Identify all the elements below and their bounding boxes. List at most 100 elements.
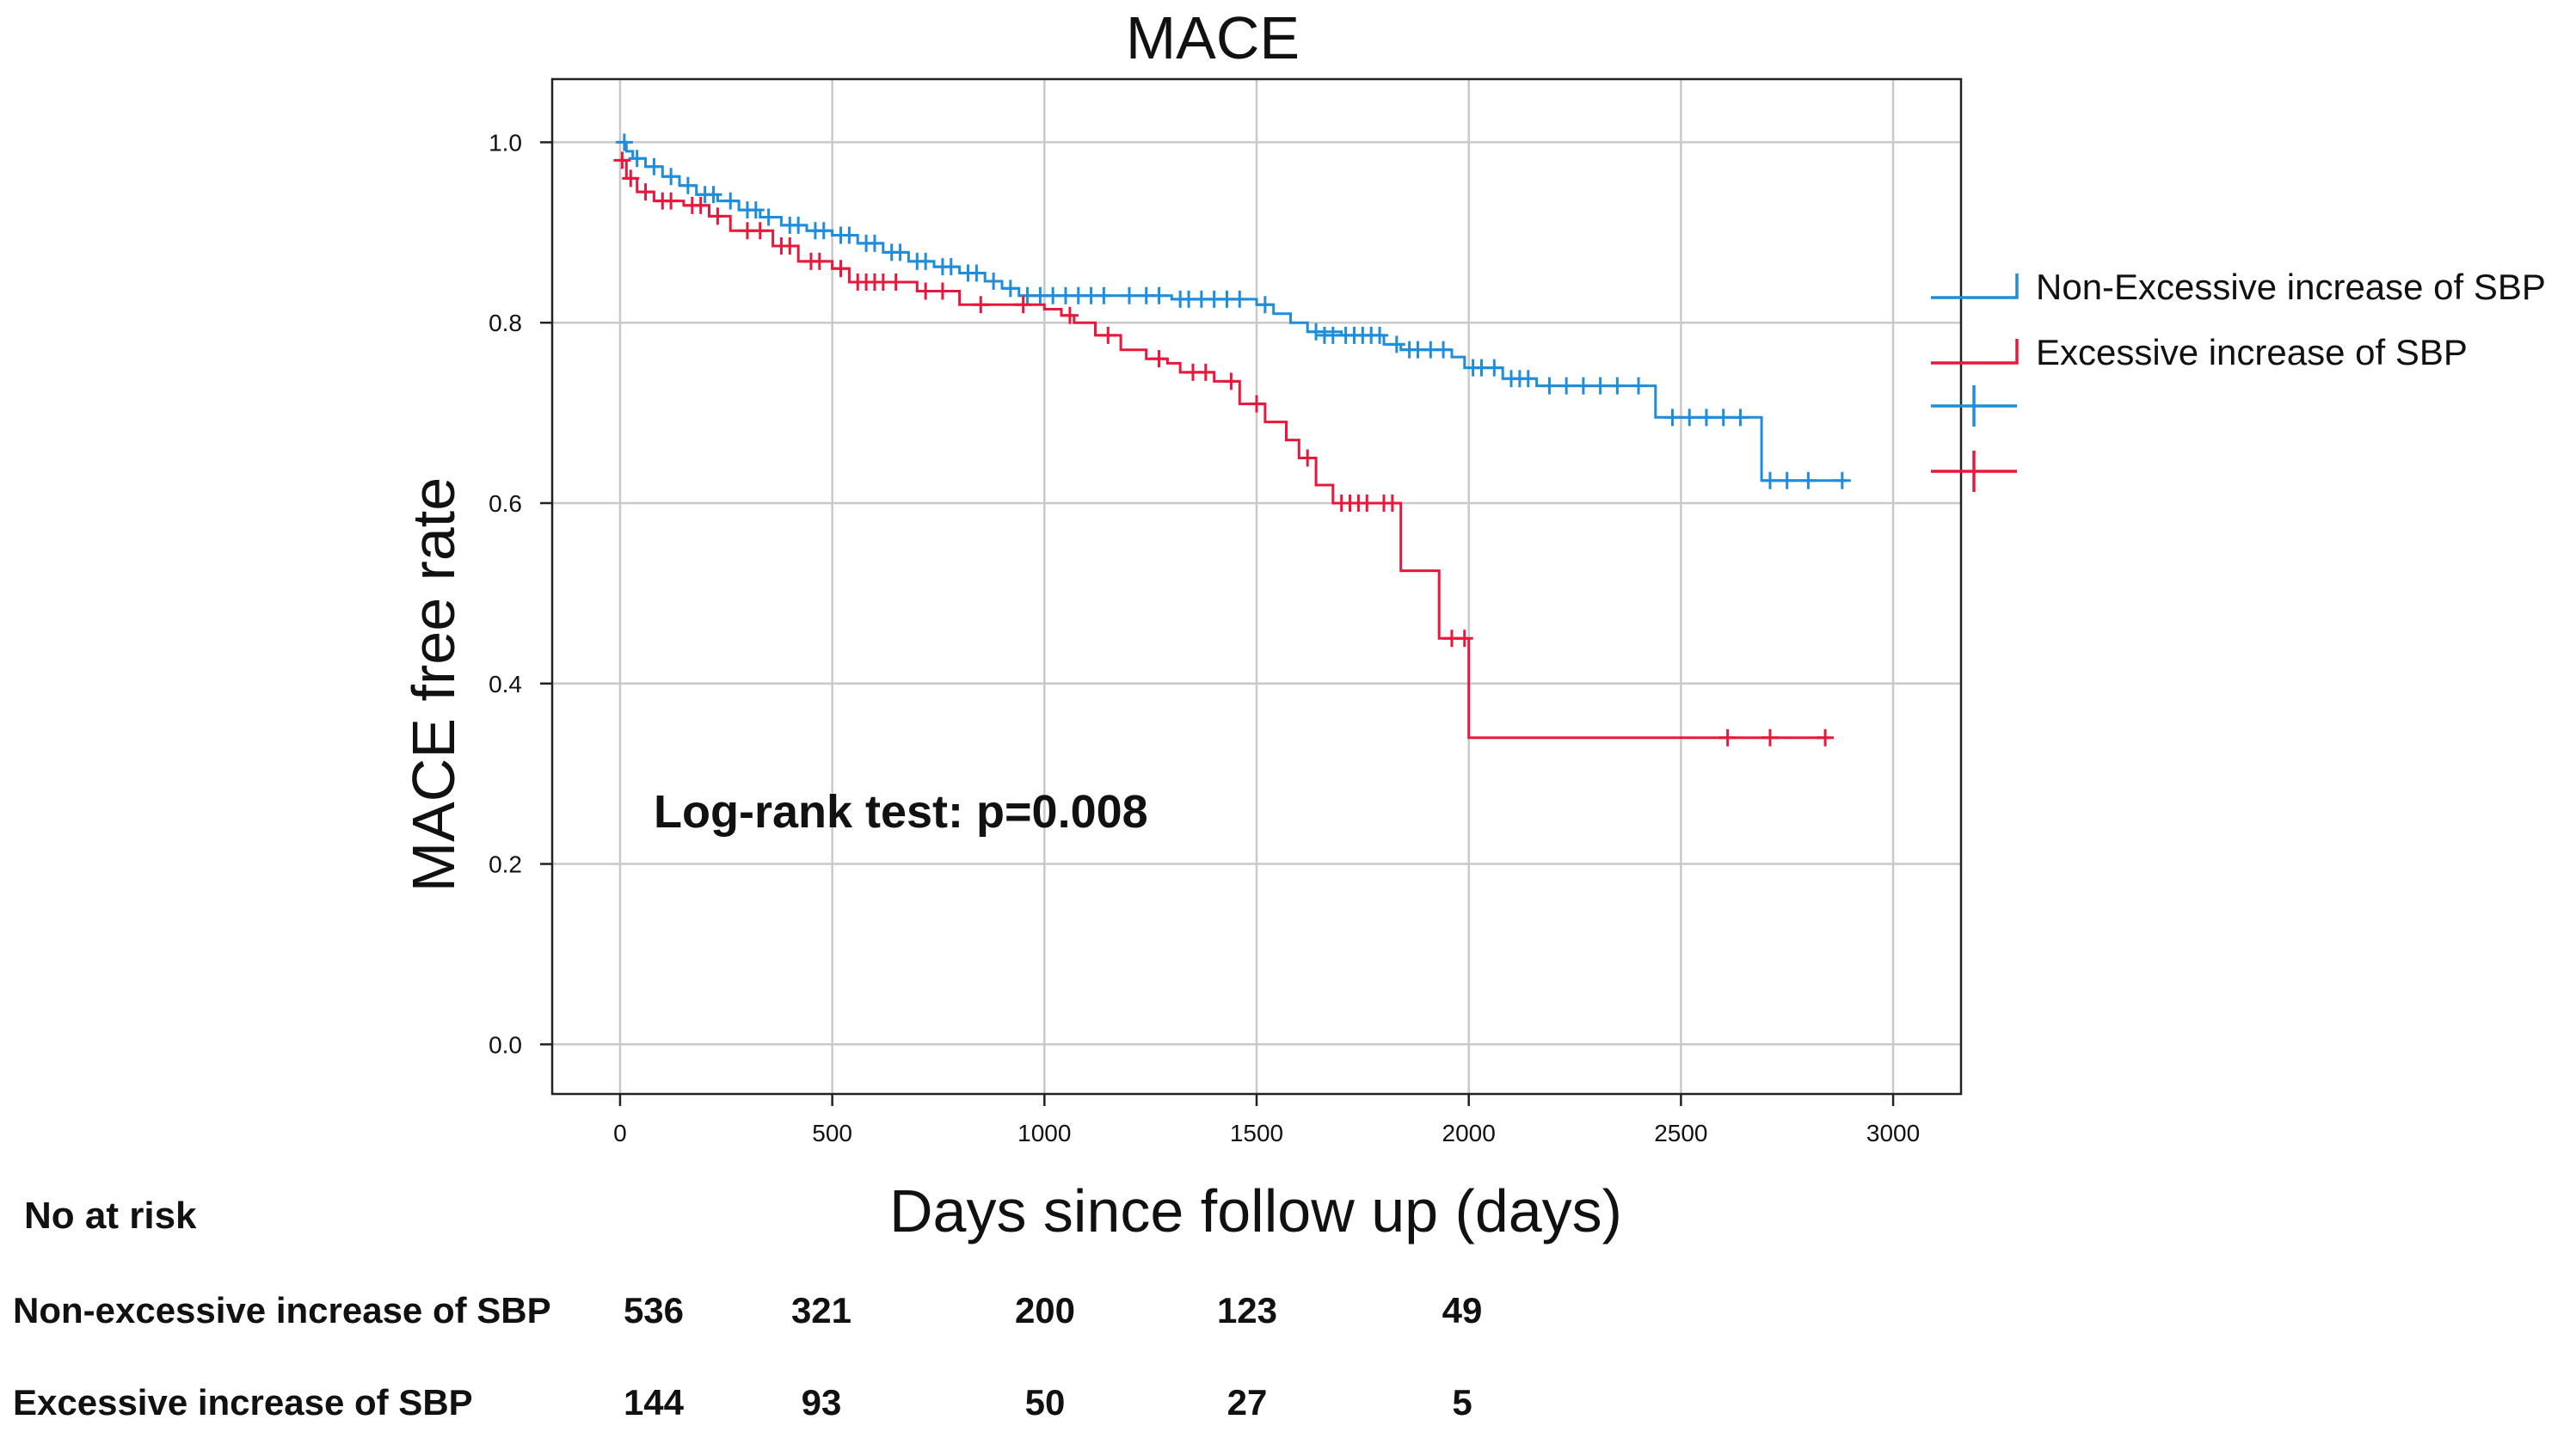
x-tick-label: 1500 — [1230, 1120, 1283, 1146]
censor-mark — [1799, 471, 1817, 489]
censor-mark — [1697, 409, 1715, 427]
censor-mark — [810, 252, 828, 270]
censor-mark — [815, 222, 833, 240]
risk-table-heading: No at risk — [24, 1195, 197, 1237]
legend-swatch-censor — [1931, 451, 2017, 492]
censor-mark — [972, 296, 990, 314]
legend-swatch-step — [1931, 339, 2019, 365]
censor-mark — [1778, 471, 1796, 489]
x-tick-label: 0 — [613, 1120, 627, 1146]
censor-mark — [759, 208, 778, 226]
censor-mark — [1435, 341, 1453, 359]
censor-mark — [790, 216, 808, 234]
y-tick-label: 0.4 — [489, 671, 522, 697]
axes: 0 500 1000 1500 2000 2500 3000 0.0 0.2 0.4 0.6 0.8 1… — [489, 129, 1920, 1146]
censor-mark — [1150, 286, 1168, 304]
risk-count: 49 — [1442, 1290, 1483, 1330]
risk-count: 200 — [1015, 1290, 1075, 1330]
legend-swatch-step — [1931, 273, 2019, 299]
censor-mark — [628, 150, 646, 168]
censor-mark — [1256, 296, 1274, 314]
censor-mark — [1371, 326, 1389, 344]
censor-mark — [722, 192, 740, 210]
censor-mark — [692, 196, 710, 214]
risk-count: 536 — [624, 1290, 684, 1330]
y-tick-label: 0.2 — [489, 851, 522, 878]
censor-mark — [1591, 377, 1609, 395]
y-tick-label: 1.0 — [489, 129, 522, 156]
y-tick-label: 0.8 — [489, 310, 522, 336]
risk-row-label: Non-excessive increase of SBP — [13, 1290, 551, 1330]
censor-mark — [662, 192, 680, 210]
censor-mark — [985, 272, 1003, 290]
risk-table: No at risk Non-excessive increase of SBP 5… — [13, 1195, 1482, 1423]
risk-row-label: Excessive increase of SBP — [13, 1382, 473, 1423]
censor-mark — [781, 237, 799, 255]
censor-mark — [1519, 370, 1537, 388]
chart-title: MACE — [1126, 4, 1300, 71]
censor-mark — [1299, 449, 1317, 467]
legend: Non-Excessive increase of SBP Excessive i… — [1931, 267, 2546, 492]
censor-mark — [1120, 286, 1138, 304]
log-rank-annotation: Log-rank test: p=0.008 — [654, 786, 1148, 838]
series-layer — [613, 133, 1851, 747]
censor-mark — [1248, 395, 1265, 413]
censor-mark — [1761, 728, 1779, 747]
censor-mark — [679, 176, 697, 194]
censor-mark — [1681, 409, 1699, 427]
censor-mark — [615, 133, 633, 151]
censor-mark — [933, 282, 951, 300]
censor-mark — [832, 260, 850, 278]
censor-mark — [1001, 280, 1019, 298]
legend-label: Excessive increase of SBP — [2036, 332, 2468, 372]
censor-mark — [1150, 350, 1168, 368]
censor-mark — [968, 264, 986, 282]
censor-mark — [613, 151, 631, 169]
survival-curve-non-excessive — [619, 140, 1847, 482]
censor-mark — [636, 183, 655, 201]
x-tick-label: 3000 — [1866, 1120, 1920, 1146]
censor-mark — [917, 282, 935, 300]
legend-swatch-censor — [1931, 385, 2017, 427]
censor-mark — [1095, 286, 1113, 304]
censor-mark — [1222, 372, 1240, 390]
censor-mark — [1817, 728, 1835, 747]
censor-mark — [1714, 409, 1732, 427]
censor-mark — [1663, 409, 1681, 427]
censor-mark — [1307, 323, 1325, 341]
censor-mark — [751, 222, 769, 240]
censor-mark — [1014, 296, 1032, 314]
censor-mark — [887, 273, 905, 291]
censor-mark — [865, 234, 883, 252]
censor-mark — [1358, 494, 1376, 512]
censor-mark — [747, 201, 765, 219]
censor-mark — [622, 169, 640, 187]
censor-mark — [942, 258, 960, 276]
censor-mark — [1731, 409, 1749, 427]
censor-mark — [709, 207, 727, 225]
x-tick-label: 1000 — [1017, 1120, 1071, 1146]
grid-lines — [552, 79, 1961, 1094]
risk-count: 321 — [791, 1290, 851, 1330]
censor-mark — [891, 243, 909, 261]
censor-mark — [1761, 471, 1779, 489]
censor-mark — [1387, 335, 1405, 353]
x-tick-label: 2500 — [1654, 1120, 1707, 1146]
risk-count: 5 — [1452, 1382, 1472, 1423]
censor-mark — [1558, 377, 1576, 395]
censor-mark — [645, 157, 663, 175]
risk-count: 123 — [1217, 1290, 1277, 1330]
risk-count: 144 — [624, 1382, 685, 1423]
y-axis-label: MACE free rate — [400, 477, 467, 892]
censor-mark — [1455, 630, 1473, 648]
y-tick-label: 0.6 — [489, 490, 522, 517]
censor-mark — [1540, 377, 1559, 395]
censor-mark — [662, 168, 680, 186]
censor-mark — [704, 186, 722, 204]
censor-mark — [1196, 363, 1214, 381]
x-tick-label: 500 — [812, 1120, 852, 1146]
x-tick-label: 2000 — [1442, 1120, 1496, 1146]
x-axis-label: Days since follow up (days) — [889, 1177, 1622, 1244]
legend-label: Non-Excessive increase of SBP — [2036, 267, 2546, 307]
